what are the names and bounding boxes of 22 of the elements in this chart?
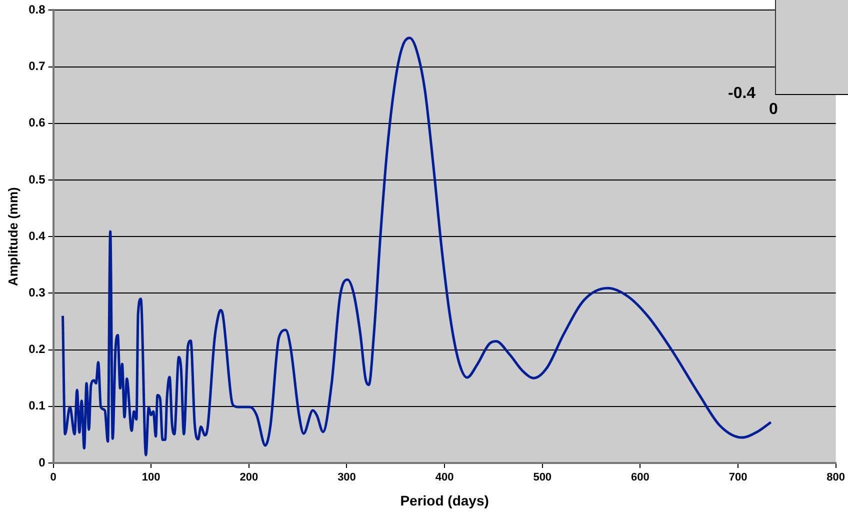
y-axis-title: Amplitude (mm): [5, 187, 20, 286]
x-axis-title: Period (days): [400, 492, 489, 508]
x-tick-label: 300: [338, 472, 356, 484]
x-tick-label: 0: [50, 472, 56, 484]
y-tick-label: 0.8: [28, 2, 46, 17]
y-tick-label: 0.4: [28, 228, 46, 243]
y-tick-label: 0.7: [28, 59, 46, 74]
x-tick-label: 800: [826, 472, 846, 484]
x-tick-label: 200: [240, 472, 258, 484]
x-tick-label: 400: [435, 472, 454, 484]
annotation: 0: [769, 101, 778, 119]
x-tick-label: 600: [631, 472, 650, 484]
y-tick-label: 0.6: [28, 116, 46, 130]
x-tick-label: 500: [533, 472, 552, 484]
x-tick-label: 700: [728, 472, 748, 484]
y-tick-label: 0: [38, 455, 46, 470]
y-tick-label: 0.3: [28, 286, 46, 300]
x-tick-label: 100: [142, 472, 160, 484]
y-tick-label: 0.5: [28, 172, 46, 186]
y-tick-label: 0.2: [28, 342, 46, 356]
y-tick-label: 0.1: [28, 398, 46, 413]
annotation: -0.4: [728, 85, 756, 103]
